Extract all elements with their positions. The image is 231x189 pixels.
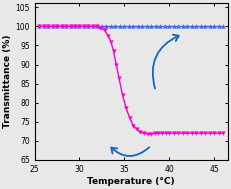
Y-axis label: Transmittance (%): Transmittance (%) (3, 35, 12, 129)
X-axis label: Temperature (°C): Temperature (°C) (87, 177, 175, 186)
